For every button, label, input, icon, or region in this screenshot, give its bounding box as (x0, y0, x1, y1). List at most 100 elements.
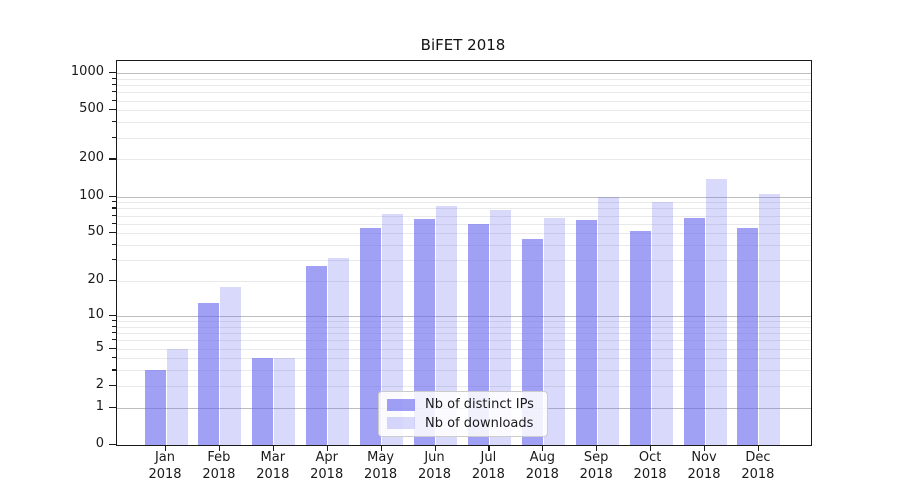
y-tick-label-50: 50 (87, 224, 104, 240)
y-tick-label-1000: 1000 (70, 64, 104, 79)
x-tick-jul (488, 445, 490, 451)
x-tick-feb (218, 445, 221, 451)
bar-downloads-jun (436, 206, 457, 445)
gridline-70 (117, 215, 811, 217)
bar-distinct-ips-oct (629, 231, 651, 445)
gridline-800 (117, 85, 811, 86)
bar-downloads-dec (759, 193, 781, 445)
y-tick-1 (109, 406, 116, 408)
y-tick-label-100: 100 (79, 187, 104, 203)
x-tick-label-feb: Feb 2018 (202, 450, 236, 482)
y-tick-label-20: 20 (87, 272, 104, 288)
x-tick-dec (757, 445, 760, 451)
y-tick-label-200: 200 (79, 150, 104, 166)
x-tick-jan (165, 445, 167, 451)
gridline-2 (117, 385, 811, 387)
y-tick-5 (109, 347, 116, 349)
gridline-10 (117, 315, 811, 317)
gridline-8 (117, 326, 811, 328)
y-tick-label-5: 5 (95, 339, 104, 355)
bar-downloads-feb (220, 286, 242, 445)
x-tick-label-may: May 2018 (364, 450, 398, 482)
gridline-200 (117, 159, 811, 161)
y-tick-minor-80 (112, 207, 116, 209)
plot-inner (117, 61, 811, 445)
x-tick-label-jul: Jul 2018 (471, 450, 505, 482)
x-tick-may (380, 445, 382, 451)
x-tick-label-jan: Jan 2018 (148, 450, 182, 482)
y-tick-0 (109, 444, 116, 446)
gridline-900 (117, 78, 811, 80)
x-tick-jun (434, 445, 436, 451)
gridline-20 (117, 281, 811, 283)
bar-downloads-may (382, 214, 404, 445)
gridline-700 (117, 92, 811, 94)
gridline-40 (117, 245, 811, 246)
y-tick-200 (109, 158, 116, 160)
gridline-6 (117, 340, 811, 342)
x-tick-oct (650, 445, 652, 451)
y-tick-minor-90 (112, 201, 116, 203)
gridline-4 (117, 358, 811, 360)
gridline-1000 (117, 73, 811, 74)
x-tick-label-apr: Apr 2018 (310, 450, 344, 482)
bar-downloads-apr (328, 258, 350, 445)
bar-downloads-jan (166, 348, 188, 445)
gridline-400 (117, 122, 811, 124)
x-tick-aug (542, 445, 544, 451)
y-tick-minor-300 (112, 136, 116, 138)
y-tick-minor-900 (112, 77, 116, 79)
y-tick-500 (109, 109, 116, 111)
y-tick-label-500: 500 (79, 101, 104, 117)
bar-distinct-ips-dec (737, 228, 759, 445)
x-tick-label-aug: Aug 2018 (525, 450, 559, 482)
x-tick-label-sep: Sep 2018 (579, 450, 613, 482)
bar-distinct-ips-sep (575, 220, 597, 445)
y-tick-label-0: 0 (95, 436, 104, 451)
y-tick-minor-800 (112, 84, 116, 86)
y-tick-label-10: 10 (87, 306, 104, 322)
bar-distinct-ips-jan (144, 370, 166, 445)
y-tick-100 (109, 195, 116, 197)
y-tick-minor-6 (112, 339, 116, 341)
bar-distinct-ips-jun (414, 219, 435, 445)
bar-downloads-aug (543, 217, 565, 445)
bar-downloads-sep (597, 196, 619, 445)
gridline-30 (117, 260, 811, 262)
legend: Nb of distinct IPs Nb of downloads (378, 391, 548, 437)
y-tick-1000 (109, 72, 116, 74)
gridline-600 (117, 100, 811, 102)
bar-downloads-oct (651, 202, 673, 445)
x-tick-label-dec: Dec 2018 (741, 450, 775, 482)
legend-item-distinct-ips: Nb of distinct IPs (387, 397, 539, 412)
y-tick-10 (109, 314, 116, 317)
y-tick-minor-30 (112, 259, 116, 261)
x-tick-sep (596, 445, 598, 451)
y-tick-50 (109, 232, 116, 234)
legend-swatch-downloads (387, 417, 415, 430)
gridline-50 (117, 233, 811, 235)
bar-distinct-ips-mar (252, 358, 274, 445)
bar-downloads-mar (274, 358, 296, 445)
y-tick-minor-7 (112, 332, 116, 334)
bar-distinct-ips-jul (467, 223, 489, 445)
bar-distinct-ips-may (360, 228, 382, 445)
gridline-9 (117, 321, 811, 322)
y-tick-minor-600 (112, 99, 116, 101)
gridline-100 (117, 196, 811, 198)
bar-distinct-ips-feb (198, 302, 220, 445)
bar-downloads-jul (489, 209, 511, 445)
y-tick-minor-8 (112, 325, 116, 327)
gridline-500 (117, 110, 811, 112)
legend-item-downloads: Nb of downloads (387, 416, 539, 431)
gridline-90 (117, 202, 811, 204)
gridline-5 (117, 348, 811, 350)
gridline-7 (117, 333, 811, 334)
chart-title: BiFET 2018 (420, 36, 506, 54)
x-tick-mar (272, 445, 274, 451)
y-tick-minor-9 (112, 320, 116, 322)
gridline-3 (117, 370, 811, 372)
legend-swatch-distinct-ips (387, 398, 415, 411)
y-tick-minor-60 (112, 222, 116, 224)
